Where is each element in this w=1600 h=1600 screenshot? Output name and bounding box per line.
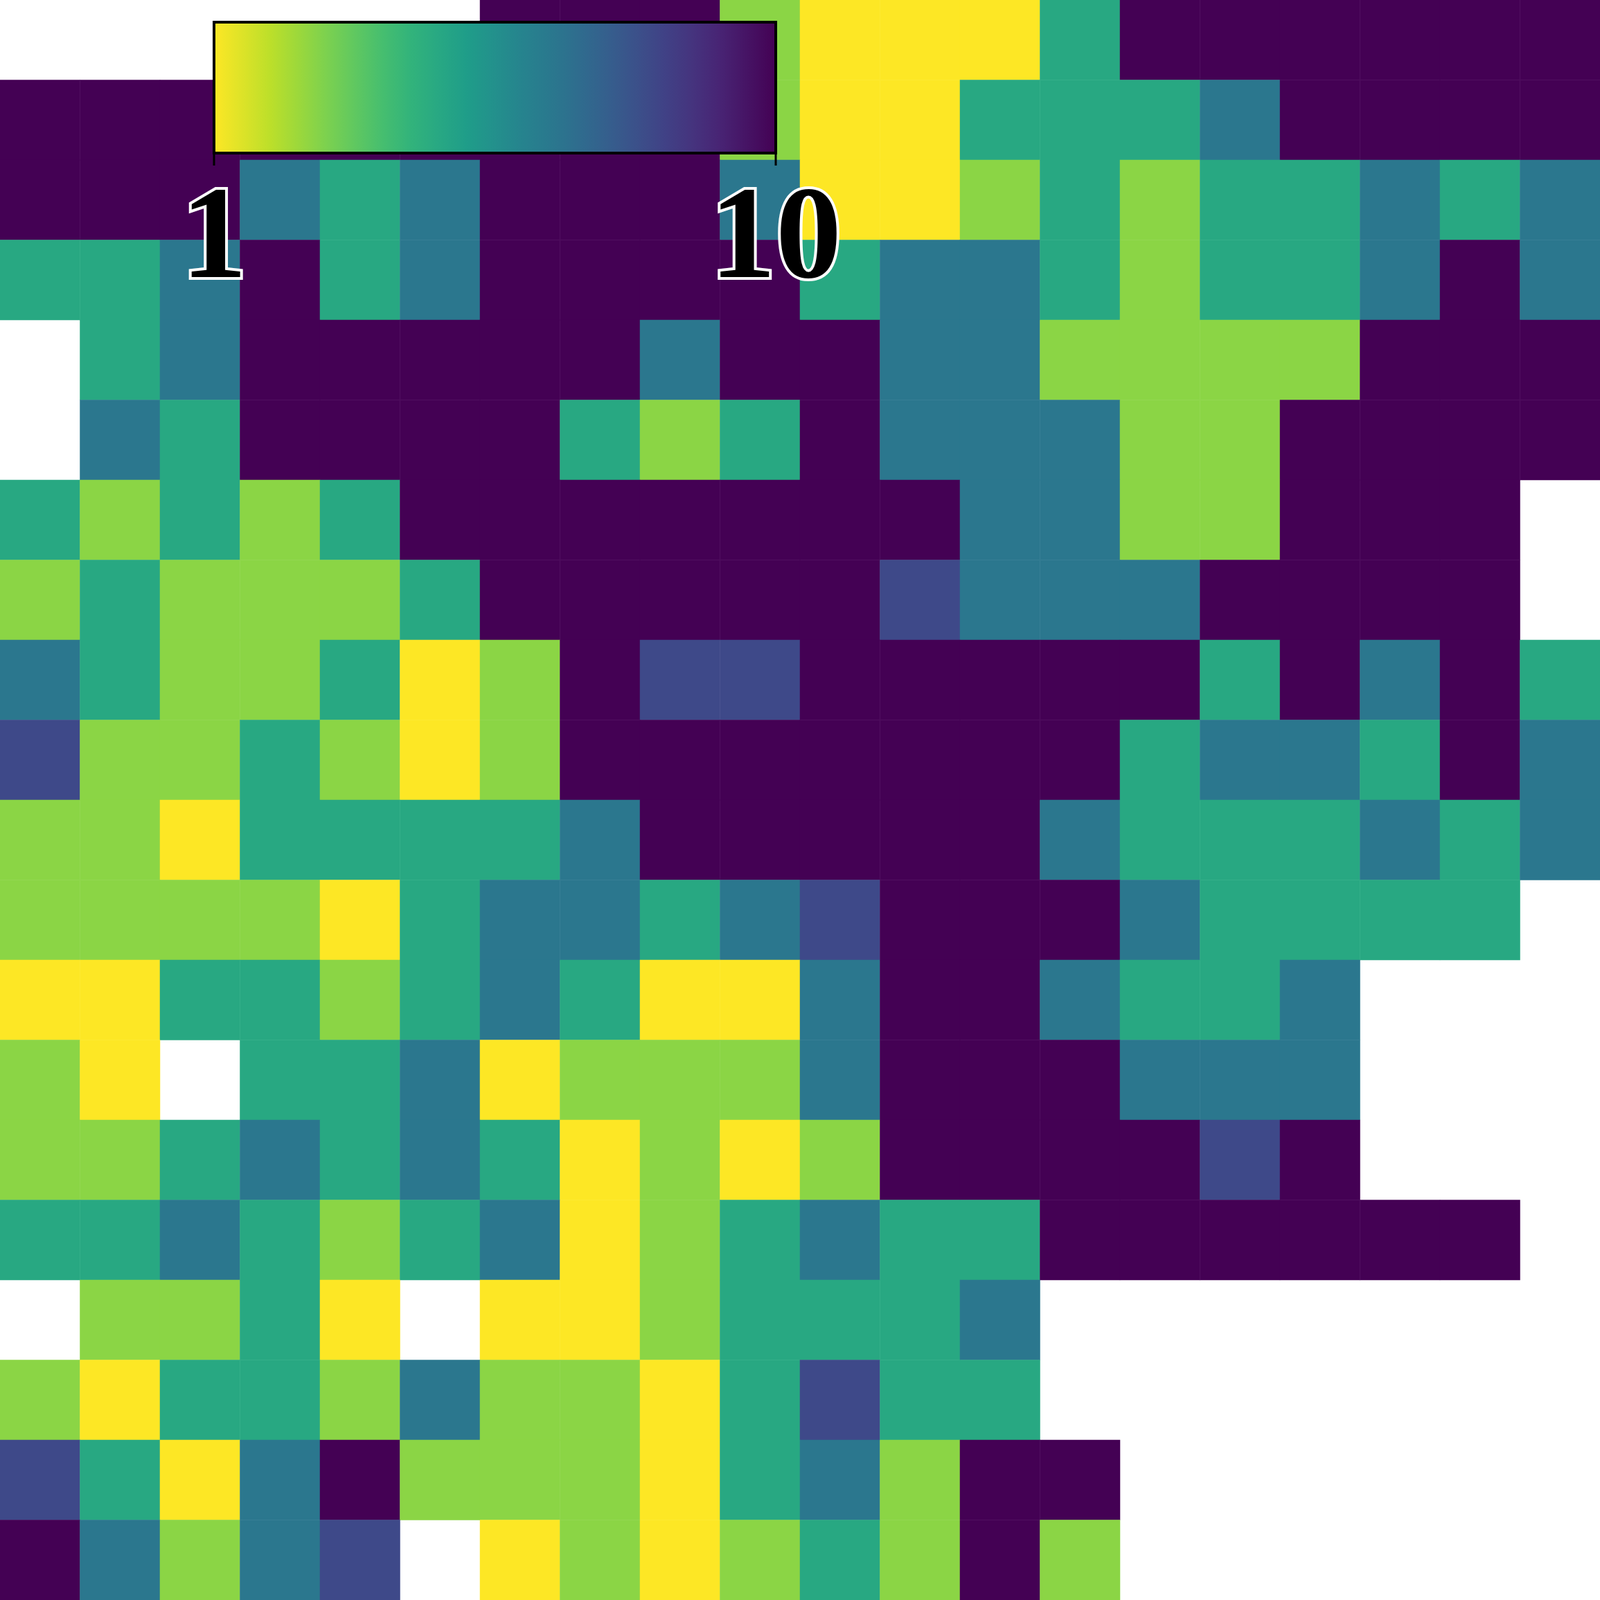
svg-text:10: 10	[709, 160, 842, 306]
svg-text:1: 1	[181, 160, 248, 306]
